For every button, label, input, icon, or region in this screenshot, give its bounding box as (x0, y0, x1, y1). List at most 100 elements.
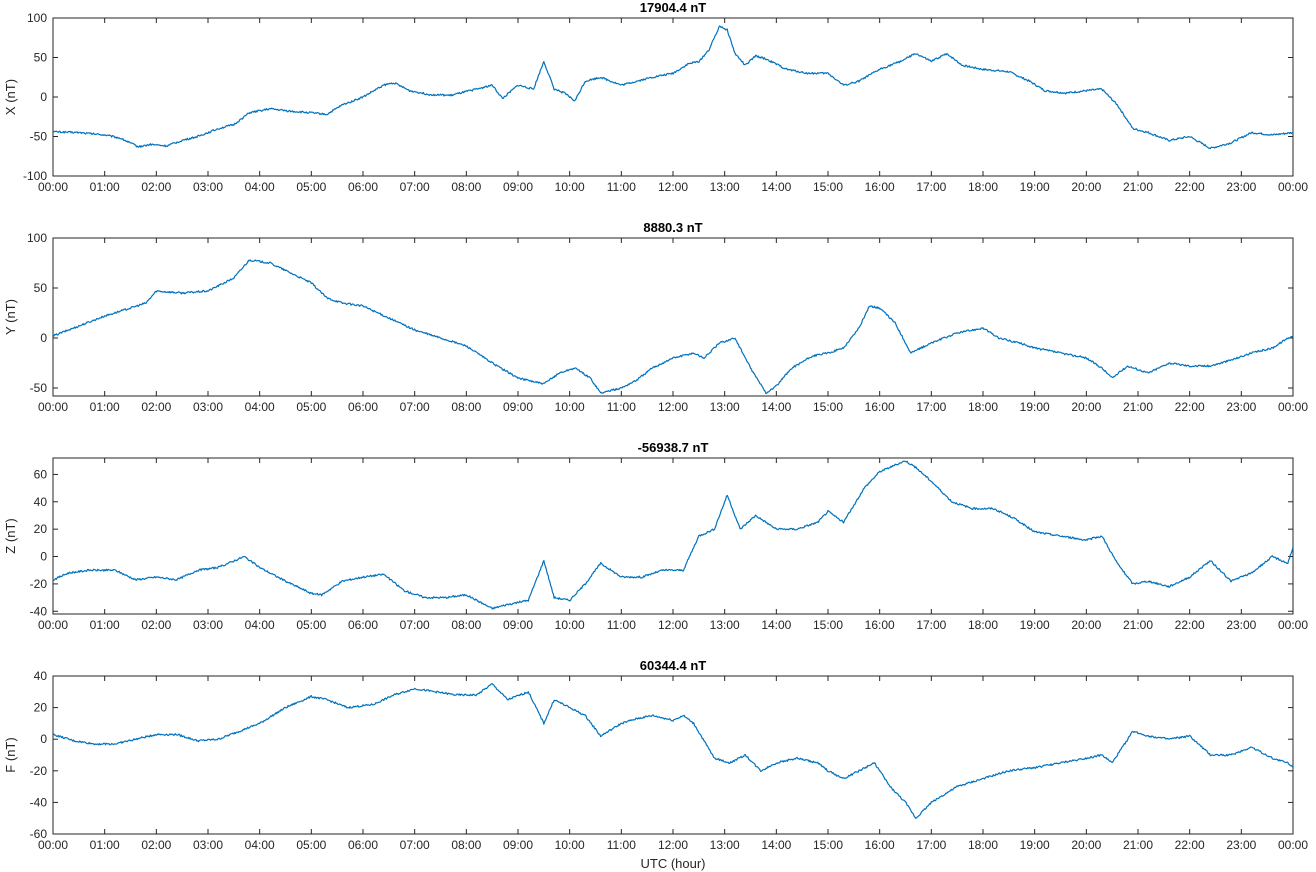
x-tick-label-f: 00:00 (1278, 838, 1308, 852)
x-tick-label-f: 00:00 (38, 838, 68, 852)
x-tick-label-f: 11:00 (607, 838, 636, 852)
x-tick-label-z: 05:00 (296, 618, 326, 632)
series-line-y (53, 259, 1293, 395)
x-tick-label-y: 16:00 (865, 400, 895, 414)
x-tick-label-x: 12:00 (658, 180, 688, 194)
x-tick-label-f: 05:00 (296, 838, 326, 852)
series-line-f (53, 682, 1293, 819)
x-tick-label-x: 22:00 (1175, 180, 1205, 194)
x-axis-label-f: UTC (hour) (640, 856, 705, 871)
y-tick-label-z: -20 (30, 577, 48, 591)
y-tick-label-y: -50 (30, 381, 48, 395)
x-tick-label-y: 10:00 (555, 400, 585, 414)
series-line-z (53, 460, 1293, 610)
x-tick-label-f: 21:00 (1123, 838, 1153, 852)
x-tick-label-x: 15:00 (813, 180, 843, 194)
x-tick-label-x: 18:00 (968, 180, 998, 194)
y-tick-label-z: 40 (34, 495, 48, 509)
x-tick-label-y: 00:00 (38, 400, 68, 414)
y-tick-label-f: -20 (30, 764, 48, 778)
x-tick-label-f: 13:00 (710, 838, 740, 852)
x-tick-label-f: 23:00 (1226, 838, 1256, 852)
x-tick-label-x: 23:00 (1226, 180, 1256, 194)
x-tick-label-x: 05:00 (296, 180, 326, 194)
plot-area-x (52, 17, 1294, 177)
x-tick-label-f: 03:00 (193, 838, 223, 852)
x-tick-label-f: 17:00 (916, 838, 946, 852)
x-tick-label-z: 01:00 (90, 618, 120, 632)
x-tick-label-y: 23:00 (1226, 400, 1256, 414)
x-tick-label-z: 11:00 (607, 618, 636, 632)
x-tick-label-y: 21:00 (1123, 400, 1153, 414)
x-tick-label-x: 09:00 (503, 180, 533, 194)
x-tick-label-x: 00:00 (38, 180, 68, 194)
x-tick-label-y: 17:00 (916, 400, 946, 414)
x-tick-label-y: 18:00 (968, 400, 998, 414)
y-tick-label-f: -60 (30, 827, 48, 841)
x-tick-label-y: 12:00 (658, 400, 688, 414)
x-tick-label-f: 18:00 (968, 838, 998, 852)
x-tick-label-y: 11:00 (607, 400, 636, 414)
x-tick-label-x: 17:00 (916, 180, 946, 194)
x-tick-label-z: 06:00 (348, 618, 378, 632)
plot-area-y (52, 237, 1294, 397)
x-tick-label-f: 16:00 (865, 838, 895, 852)
x-tick-label-y: 08:00 (451, 400, 481, 414)
panel-title-z: -56938.7 nT (638, 440, 709, 455)
x-tick-label-z: 23:00 (1226, 618, 1256, 632)
x-tick-label-z: 04:00 (245, 618, 275, 632)
x-tick-label-z: 10:00 (555, 618, 585, 632)
y-tick-label-z: 60 (34, 467, 48, 481)
x-tick-label-z: 17:00 (916, 618, 946, 632)
series-line-x (53, 25, 1293, 150)
y-tick-label-f: 0 (40, 732, 47, 746)
x-tick-label-y: 04:00 (245, 400, 275, 414)
x-tick-label-f: 22:00 (1175, 838, 1205, 852)
x-tick-label-y: 09:00 (503, 400, 533, 414)
x-tick-label-f: 14:00 (761, 838, 791, 852)
y-tick-label-x: -50 (30, 130, 48, 144)
panel-z: 00:00 01:00 02:00 03:00 04:00 05:00 06:00 07:00… (3, 440, 1308, 632)
x-tick-label-x: 03:00 (193, 180, 223, 194)
panel-f: 00:00 01:00 02:00 03:00 04:00 05:00 06:00 07:00… (3, 658, 1308, 871)
x-tick-label-f: 15:00 (813, 838, 843, 852)
y-tick-label-f: 20 (34, 701, 48, 715)
x-tick-label-z: 03:00 (193, 618, 223, 632)
x-tick-label-x: 19:00 (1020, 180, 1050, 194)
x-tick-label-y: 15:00 (813, 400, 843, 414)
x-tick-label-y: 03:00 (193, 400, 223, 414)
x-tick-label-x: 21:00 (1123, 180, 1153, 194)
x-tick-label-z: 02:00 (141, 618, 171, 632)
x-tick-label-f: 10:00 (555, 838, 585, 852)
panel-title-x: 17904.4 nT (640, 0, 707, 15)
x-tick-label-z: 00:00 (1278, 618, 1308, 632)
x-tick-label-y: 22:00 (1175, 400, 1205, 414)
x-tick-label-z: 19:00 (1020, 618, 1050, 632)
y-axis-label-f: F (nT) (3, 737, 18, 772)
panel-y: 00:00 01:00 02:00 03:00 04:00 05:00 06:00 07:00… (3, 220, 1308, 414)
y-tick-label-x: -100 (23, 169, 47, 183)
x-tick-label-x: 20:00 (1071, 180, 1101, 194)
y-axis-label-y: Y (nT) (3, 299, 18, 335)
x-tick-label-f: 20:00 (1071, 838, 1101, 852)
x-tick-label-f: 04:00 (245, 838, 275, 852)
x-tick-label-f: 12:00 (658, 838, 688, 852)
x-tick-label-x: 16:00 (865, 180, 895, 194)
y-tick-label-z: 20 (34, 522, 48, 536)
x-tick-label-x: 13:00 (710, 180, 740, 194)
x-tick-label-y: 13:00 (710, 400, 740, 414)
y-axis-label-z: Z (nT) (3, 518, 18, 553)
x-tick-label-z: 22:00 (1175, 618, 1205, 632)
x-tick-label-y: 02:00 (141, 400, 171, 414)
x-tick-label-y: 19:00 (1020, 400, 1050, 414)
y-tick-label-x: 50 (34, 51, 48, 65)
x-tick-label-x: 01:00 (90, 180, 120, 194)
x-tick-label-x: 10:00 (555, 180, 585, 194)
y-tick-label-x: 100 (27, 11, 47, 25)
x-tick-label-z: 15:00 (813, 618, 843, 632)
x-tick-label-y: 14:00 (761, 400, 791, 414)
x-tick-label-z: 13:00 (710, 618, 740, 632)
y-tick-label-x: 0 (40, 90, 47, 104)
x-tick-label-f: 09:00 (503, 838, 533, 852)
